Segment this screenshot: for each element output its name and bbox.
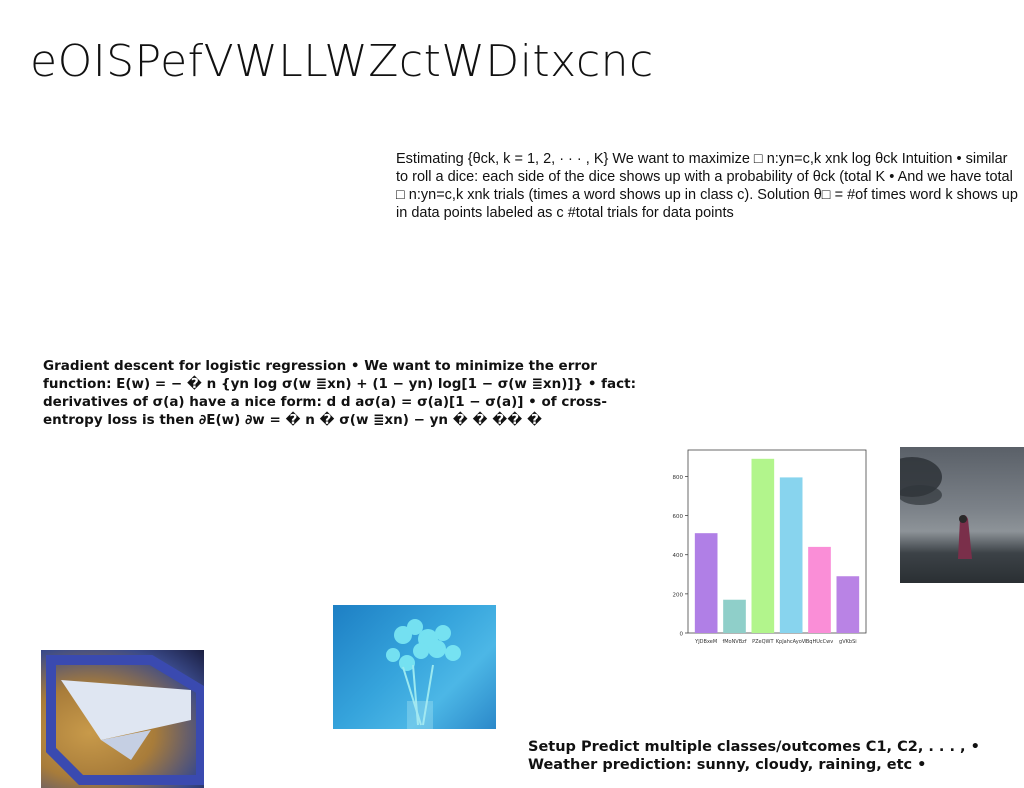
y-tick-label: 0 (680, 632, 684, 638)
x-tick-label: KpJahcAyoVl (776, 639, 807, 645)
bar-chart: 0 200 400 600 800 YJDBxeM fMoNVBzf PZeQWT KpJahc… (658, 446, 872, 650)
bar (694, 533, 718, 633)
x-tick-label: BqHUcCwv (806, 639, 833, 645)
x-tick-label: fMoNVBzf (722, 639, 746, 645)
gradient-descent-paragraph: Gradient descent for logistic regression… (43, 358, 637, 428)
estimating-paragraph: Estimating {θck, k = 1, 2, · · · , K} We… (396, 151, 1018, 221)
flowers-photo-art (386, 619, 461, 729)
x-tick-label: gVKbSi (839, 639, 857, 645)
airplane-window-photo (41, 650, 204, 788)
flowers-photo (333, 605, 496, 729)
y-tick-label: 400 (673, 553, 684, 559)
x-tick-label: YJDBxeM (694, 639, 717, 645)
bar (779, 477, 803, 633)
y-tick-label: 800 (673, 475, 684, 481)
bar (751, 458, 775, 633)
setup-paragraph: Setup Predict multiple classes/outcomes … (528, 739, 980, 773)
chart-frame (687, 449, 867, 634)
bar (836, 576, 860, 633)
bar (808, 546, 831, 633)
sea-photo-art (900, 457, 972, 559)
bar-chart-svg: 0 200 400 600 800 YJDBxeM fMoNVBzf PZeQWT KpJahc… (673, 449, 867, 645)
slide-title: eOISPefVWLLWZctWDitxcnc (30, 36, 654, 87)
x-tick-label: PZeQWT (752, 639, 774, 645)
bar (723, 599, 746, 633)
y-tick-label: 200 (673, 592, 684, 598)
sea-photo (900, 447, 1024, 583)
y-tick-label: 600 (673, 514, 684, 520)
airplane-window-art (46, 655, 204, 785)
